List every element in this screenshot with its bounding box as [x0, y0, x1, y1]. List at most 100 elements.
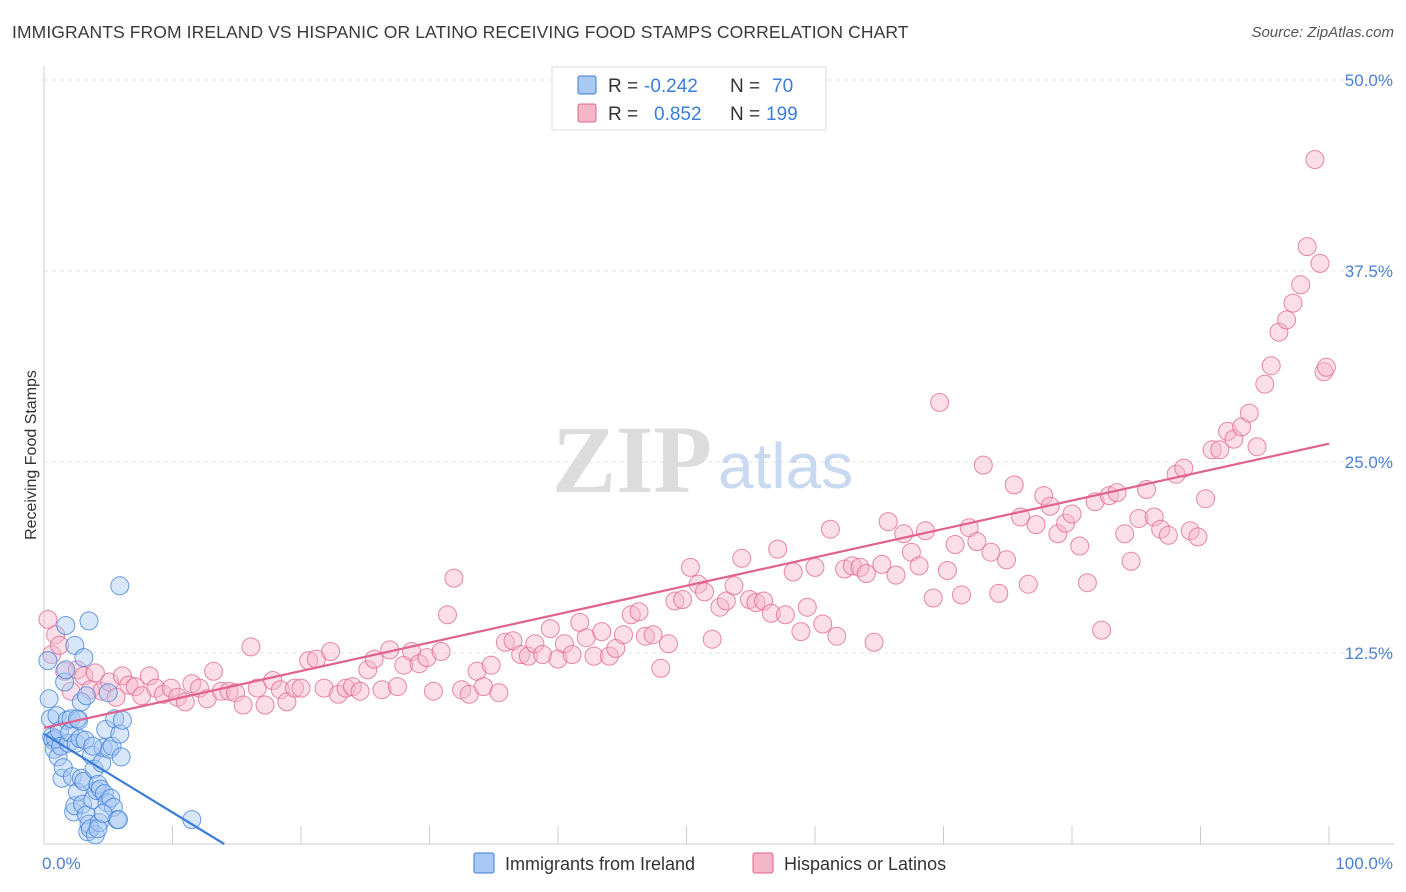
- ireland-point-69: [110, 576, 130, 596]
- hispanics-point-169: [1255, 374, 1275, 394]
- hispanics-point-152: [1129, 509, 1149, 528]
- hispanics-point-159: [1180, 521, 1200, 541]
- hispanics-point-78: [584, 646, 604, 666]
- ireland-point-11: [52, 768, 72, 788]
- axes: [43, 66, 1394, 845]
- bottom-legend: Immigrants from Ireland Hispanics or Lat…: [473, 852, 946, 874]
- hispanics-point-0: [38, 609, 58, 629]
- ireland-point-1: [39, 689, 59, 709]
- legend-r-value-2: 0.852: [654, 104, 702, 125]
- hispanics-point-141: [1048, 524, 1068, 544]
- hispanics-point-117: [872, 554, 892, 574]
- hispanics-point-139: [1034, 486, 1054, 506]
- x-tick-labels: 0.0% 100.0%: [42, 854, 1393, 873]
- hispanics-point-57: [431, 642, 451, 661]
- hispanics-point-122: [909, 556, 929, 576]
- hispanics-point-110: [820, 519, 840, 539]
- hispanics-point-156: [1158, 525, 1178, 545]
- ireland-point-31: [78, 822, 98, 842]
- y-tick-labels: 12.5% 25.0% 37.5% 50.0%: [1345, 71, 1393, 663]
- hispanics-point-143: [1062, 504, 1082, 524]
- hispanics-point-66: [495, 632, 515, 652]
- hispanics-point-158: [1174, 458, 1194, 478]
- ireland-point-14: [56, 660, 76, 680]
- hispanics-point-106: [791, 622, 811, 642]
- hispanics-point-155: [1151, 519, 1171, 539]
- hispanics-point-96: [716, 591, 736, 611]
- hispanics-point-44: [336, 678, 356, 698]
- trend-line-ireland: [43, 733, 225, 845]
- hispanics-point-161: [1196, 489, 1216, 509]
- hispanics-point-80: [599, 646, 619, 666]
- hispanics-point-38: [291, 678, 311, 698]
- legend-r-value-1: -0.242: [644, 76, 698, 97]
- hispanics-point-145: [1077, 573, 1097, 593]
- top-legend: R = -0.242 N = 70 R = 0.852 N = 199: [551, 66, 827, 131]
- hispanics-point-109: [813, 614, 833, 634]
- hispanics-point-137: [1018, 574, 1038, 594]
- hispanics-point-41: [314, 678, 334, 698]
- hispanics-point-42: [321, 642, 341, 661]
- top-legend-frame: [551, 66, 827, 131]
- hispanics-point-130: [967, 532, 987, 551]
- ireland-point-55: [111, 747, 131, 767]
- hispanics-point-168: [1247, 437, 1267, 457]
- ireland-point-67: [109, 810, 128, 830]
- hispanics-point-105: [783, 562, 803, 582]
- hispanics-point-88: [659, 634, 678, 654]
- hispanics-point-37: [285, 678, 305, 698]
- hispanics-point-89: [665, 591, 685, 611]
- watermark-atlas: atlas: [718, 430, 853, 502]
- hispanics-point-54: [409, 654, 429, 674]
- watermark: ZIP atlas: [552, 406, 853, 513]
- hispanics-point-85: [635, 626, 655, 646]
- legend-swatch-ireland: [577, 75, 597, 95]
- hispanics-point-134: [997, 550, 1016, 570]
- bottom-legend-label-ireland: Immigrants from Ireland: [505, 854, 695, 874]
- hispanics-point-108: [805, 557, 825, 577]
- hispanics-point-102: [761, 603, 781, 623]
- hispanics-point-79: [592, 622, 612, 642]
- hispanics-point-5: [61, 681, 81, 701]
- hispanics-point-133: [989, 583, 1009, 603]
- hispanics-point-91: [680, 557, 700, 577]
- hispanics-point-30: [233, 695, 253, 715]
- hispanics-point-59: [444, 568, 464, 588]
- ireland-point-26: [71, 768, 91, 788]
- hispanics-point-107: [797, 597, 817, 617]
- ireland-point-13: [55, 672, 75, 692]
- x-tick-label-1: 100.0%: [1335, 854, 1393, 873]
- trend-line-hispanics: [43, 442, 1330, 729]
- bottom-legend-swatch-hispanics: [752, 852, 774, 874]
- grid-lines: [44, 79, 1394, 654]
- ireland-point-62: [76, 686, 96, 706]
- y-tick-label-3: 50.0%: [1345, 71, 1393, 90]
- hispanics-point-82: [614, 625, 633, 645]
- hispanics-point-167: [1239, 403, 1259, 423]
- hispanics-point-103: [768, 539, 788, 559]
- hispanics-point-150: [1115, 524, 1135, 544]
- hispanics-point-128: [952, 585, 971, 605]
- hispanics-point-164: [1218, 421, 1237, 441]
- ireland-point-27: [73, 794, 92, 814]
- hispanics-point-172: [1277, 310, 1297, 330]
- hispanics-point-138: [1026, 515, 1046, 535]
- hispanics-point-9: [85, 663, 105, 683]
- hispanics-point-20: [161, 678, 181, 698]
- hispanics-point-104: [775, 605, 795, 625]
- series-hispanics-points: [38, 150, 1336, 715]
- hispanics-point-93: [695, 582, 714, 602]
- hispanics-point-174: [1291, 275, 1311, 295]
- bottom-legend-label-hispanics: Hispanics or Latinos: [784, 854, 946, 874]
- legend-r-label-2: R =: [608, 104, 638, 125]
- hispanics-point-58: [438, 605, 457, 625]
- hispanics-point-84: [629, 602, 649, 622]
- hispanics-point-31: [241, 637, 261, 657]
- hispanics-point-29: [226, 683, 245, 703]
- hispanics-point-162: [1202, 440, 1222, 460]
- hispanics-point-112: [835, 559, 855, 579]
- ireland-point-65: [88, 819, 108, 839]
- hispanics-point-125: [930, 392, 950, 412]
- hispanics-point-175: [1297, 237, 1317, 257]
